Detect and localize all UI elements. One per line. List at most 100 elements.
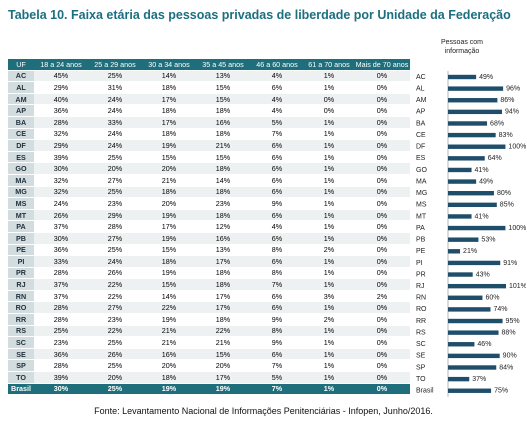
value-label: 85%: [500, 202, 514, 209]
table-row: PR 28% 26% 19% 18% 8% 1% 0%: [8, 267, 410, 280]
table-cell: 1%: [304, 383, 354, 396]
table-row: PI 33% 24% 18% 17% 6% 1% 0%: [8, 255, 410, 268]
category-label: DF: [416, 144, 425, 151]
table-cell: 0%: [354, 232, 410, 245]
category-label: GO: [416, 167, 427, 174]
category-label: SE: [416, 353, 426, 360]
table-cell: 0%: [354, 151, 410, 164]
table-row: RJ 37% 22% 15% 18% 7% 1% 0%: [8, 278, 410, 291]
bar: [448, 109, 502, 115]
table-cell: 36%: [34, 244, 88, 257]
bar: [448, 307, 491, 312]
table-cell: 30%: [34, 162, 88, 175]
table-row: BA 28% 33% 17% 16% 5% 1% 0%: [8, 116, 410, 129]
uf-cell: SC: [8, 336, 34, 349]
table-cell: 24%: [34, 197, 88, 210]
table-cell: 14%: [142, 290, 196, 303]
table-cell: 0%: [354, 313, 410, 326]
table-cell: 18%: [142, 371, 196, 384]
table-cell: 0%: [354, 70, 410, 83]
uf-cell: RN: [8, 290, 34, 303]
table-cell: 6%: [250, 174, 304, 187]
uf-cell: AC: [8, 70, 34, 83]
table-cell: 4%: [250, 93, 304, 106]
value-label: 100%: [508, 144, 526, 151]
table-cell: 18%: [196, 104, 250, 117]
table-cell: 19%: [142, 267, 196, 280]
table-cell: 1%: [304, 70, 354, 83]
table-cell: 37%: [34, 220, 88, 233]
value-label: 91%: [503, 260, 517, 267]
table-cell: 37%: [34, 278, 88, 291]
table-cell: 20%: [88, 162, 142, 175]
table-cell: 6%: [250, 162, 304, 175]
table-cell: 4%: [250, 220, 304, 233]
table-cell: 5%: [250, 371, 304, 384]
table-cell: 19%: [142, 313, 196, 326]
table-cell: 29%: [34, 81, 88, 94]
table-cell: 0%: [354, 359, 410, 373]
table-cell: 9%: [250, 336, 304, 349]
header-cell: 30 a 34 anos: [142, 59, 196, 71]
table-cell: 2%: [304, 313, 354, 326]
table-cell: 21%: [142, 325, 196, 338]
table-row: TO 39% 20% 18% 17% 5% 1% 0%: [8, 371, 410, 384]
table-cell: 17%: [142, 116, 196, 129]
table-cell: 9%: [250, 197, 304, 210]
table-cell: 6%: [250, 301, 304, 315]
value-label: 64%: [488, 155, 502, 162]
category-label: ES: [416, 155, 426, 162]
uf-cell: PR: [8, 267, 34, 280]
table-cell: 1%: [304, 209, 354, 222]
uf-cell: RO: [8, 301, 34, 315]
table-cell: 21%: [142, 174, 196, 187]
category-label: RR: [416, 318, 426, 325]
category-label: RJ: [416, 283, 425, 290]
table-cell: 26%: [88, 267, 142, 280]
value-label: 86%: [500, 97, 514, 104]
table-cell: 6%: [250, 81, 304, 94]
table-cell: 33%: [34, 255, 88, 268]
bar: [448, 132, 496, 138]
table-cell: 8%: [250, 325, 304, 338]
table-cell: 32%: [34, 128, 88, 141]
chart-title: Pessoas com informação: [441, 39, 483, 55]
table-cell: 1%: [304, 81, 354, 94]
table-cell: 23%: [88, 197, 142, 210]
uf-cell: SE: [8, 348, 34, 361]
bar: [448, 167, 472, 173]
value-label: 80%: [497, 190, 511, 197]
table-cell: 24%: [88, 93, 142, 106]
table-cell: 1%: [304, 336, 354, 349]
value-label: 53%: [481, 237, 495, 244]
table-cell: 0%: [304, 104, 354, 117]
value-label: 21%: [463, 248, 477, 255]
table-cell: 33%: [88, 116, 142, 129]
table-cell: 1%: [304, 220, 354, 233]
table-row: MG 32% 25% 18% 18% 6% 1% 0%: [8, 186, 410, 199]
value-label: 74%: [493, 306, 507, 313]
category-label: AL: [416, 85, 425, 92]
table-cell: 0%: [354, 278, 410, 291]
bar: [448, 376, 470, 382]
table-cell: 1%: [304, 267, 354, 280]
table-cell: 18%: [142, 186, 196, 199]
table-cell: 20%: [196, 359, 250, 373]
uf-cell: BA: [8, 116, 34, 129]
uf-cell: SP: [8, 359, 34, 373]
table-row: PB 30% 27% 19% 16% 6% 1% 0%: [8, 232, 410, 245]
value-label: 88%: [502, 329, 516, 336]
table-cell: 27%: [88, 301, 142, 315]
category-label: AM: [416, 97, 427, 104]
table-cell: 1%: [304, 186, 354, 199]
table-cell: 29%: [88, 209, 142, 222]
table-cell: 2%: [304, 244, 354, 257]
value-label: 83%: [499, 132, 513, 139]
value-label: 96%: [506, 85, 520, 92]
header-cell: 25 a 29 anos: [88, 59, 142, 71]
table-cell: 20%: [88, 371, 142, 384]
uf-cell: RR: [8, 313, 34, 326]
bar: [448, 121, 488, 126]
table-row: DF 29% 24% 19% 21% 6% 1% 0%: [8, 139, 410, 152]
uf-cell: GO: [8, 162, 34, 175]
